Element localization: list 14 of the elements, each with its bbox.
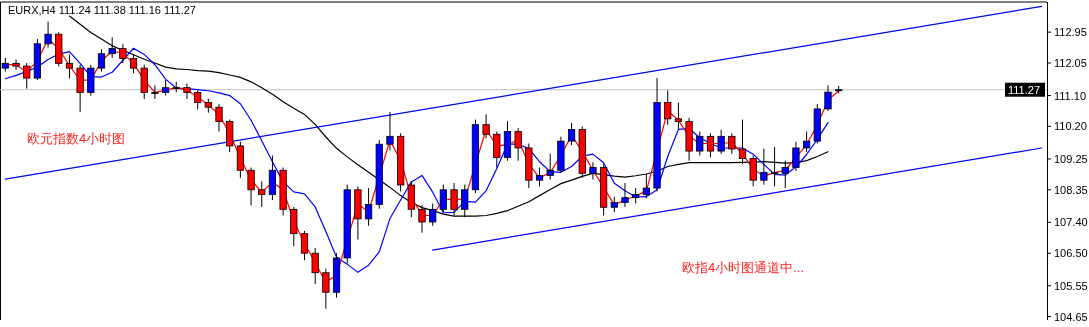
- y-tick-label: 108.35: [1054, 183, 1088, 196]
- annotation: 欧指4小时图通道中...: [682, 260, 805, 275]
- ref-line-label: 111.27: [1008, 83, 1041, 96]
- y-tick-label: 111.10: [1054, 89, 1087, 102]
- y-tick-label: 104.65: [1054, 310, 1088, 323]
- y-tick-label: 106.50: [1054, 247, 1088, 260]
- y-tick-label: 112.95: [1054, 26, 1087, 39]
- y-tick-label: 105.55: [1054, 279, 1088, 292]
- y-tick-label: 109.25: [1054, 152, 1088, 165]
- y-tick-label: 107.40: [1054, 216, 1088, 229]
- y-tick-label: 110.20: [1054, 120, 1087, 133]
- chart-title: EURX,H4 111.24 111.38 111.16 111.27: [8, 4, 196, 16]
- annotation: 欧元指数4小时图: [27, 131, 126, 146]
- y-tick-label: 112.05: [1054, 57, 1087, 69]
